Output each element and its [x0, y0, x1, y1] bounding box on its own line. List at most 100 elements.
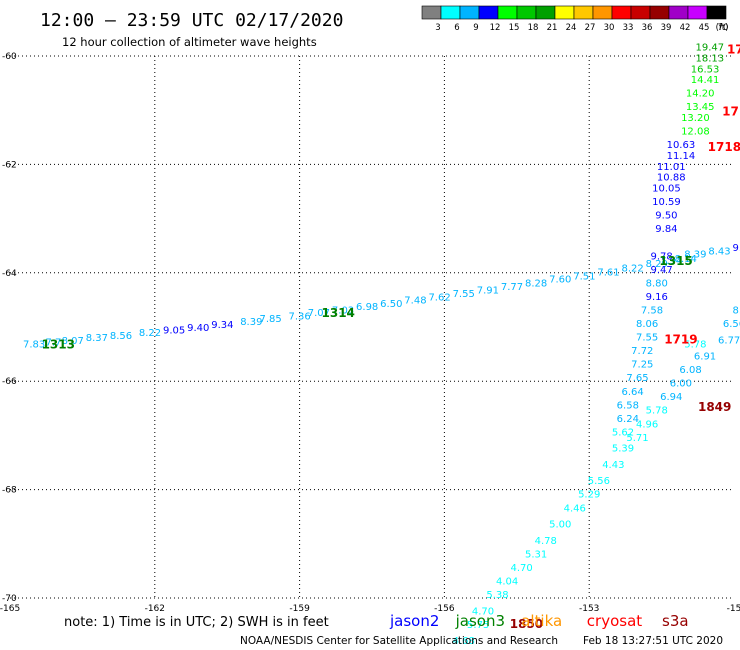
- lat-tick-label: -64: [2, 269, 17, 279]
- swh-value: 7.55: [453, 289, 475, 300]
- swh-value: 9.25: [733, 243, 740, 254]
- footer-credit: NOAA/NESDIS Center for Satellite Applica…: [240, 635, 558, 647]
- scale-swatch: [573, 5, 594, 20]
- swh-value: 9.05: [163, 326, 185, 337]
- swh-value: 7.91: [477, 285, 499, 296]
- swh-value: 7.48: [404, 296, 426, 307]
- scale-label: 36: [642, 23, 653, 33]
- swh-value: 8.30: [733, 305, 740, 316]
- satellite-cryosat: cryosat: [587, 612, 642, 630]
- lat-tick-label: -68: [2, 486, 17, 496]
- swh-value: 4.43: [602, 460, 624, 471]
- swh-value: 8.37: [86, 333, 108, 344]
- footer-note: note: 1) Time is in UTC; 2) SWH is in fe…: [64, 615, 329, 630]
- lat-tick-label: -60: [2, 52, 17, 62]
- swh-value: 9.84: [655, 224, 677, 235]
- swh-value: 8.80: [646, 278, 668, 289]
- map-title: 12:00 – 23:59 UTC 02/17/2020: [40, 10, 343, 31]
- swh-value: 8.56: [110, 331, 132, 342]
- swh-value: 7.36: [288, 311, 310, 322]
- swh-value: 8.14: [675, 254, 697, 265]
- swh-value: 7.60: [549, 275, 571, 286]
- swh-value: 7.03: [332, 305, 354, 316]
- swh-value: 8.22: [139, 328, 161, 339]
- swh-value: 13.20: [681, 113, 710, 124]
- scale-swatch: [649, 5, 670, 20]
- swh-value: 4.68: [453, 636, 475, 647]
- scale-label: 33: [623, 23, 634, 33]
- swh-value: 18.13: [696, 53, 725, 64]
- swh-value: 6.77: [718, 335, 740, 346]
- swh-value: 9.78: [650, 251, 672, 262]
- swh-value: 6.94: [660, 392, 682, 403]
- swh-value: 14.20: [686, 89, 715, 100]
- swh-value: 4.46: [564, 503, 586, 514]
- lat-tick-label: -62: [2, 160, 17, 170]
- lon-tick-label: -162: [145, 604, 165, 614]
- scale-label: 21: [547, 23, 558, 33]
- swh-value: 5.38: [486, 590, 508, 601]
- swh-value: 8.29: [646, 259, 668, 270]
- wave-height-color-scale: 3 6 9 12 15 18 21 24 27 30 33 36 39 42 45 70: [421, 5, 729, 33]
- map-subtitle: 12 hour collection of altimeter wave hei…: [62, 35, 317, 49]
- swh-value: 4.78: [535, 536, 557, 547]
- swh-value: 19.47: [696, 43, 725, 54]
- swh-value: 5.56: [588, 476, 610, 487]
- scale-swatch: [706, 5, 727, 20]
- swh-value: 7.83: [23, 340, 45, 351]
- swh-value: 7.77: [501, 282, 523, 293]
- scale-label: 9: [473, 23, 478, 33]
- pass-time-label: 1849: [698, 400, 731, 414]
- swh-value: 5.71: [626, 433, 648, 444]
- swh-value: 7.61: [597, 268, 619, 279]
- swh-value: 9.16: [646, 292, 668, 303]
- swh-value: 11.14: [667, 151, 696, 162]
- swh-value: 7.25: [631, 360, 653, 371]
- lon-tick-label: -165: [0, 604, 20, 614]
- scale-label: 70: [718, 23, 729, 33]
- swh-value: 8.43: [708, 246, 730, 257]
- scale-swatch: [668, 5, 689, 20]
- swh-value: 8.28: [525, 278, 547, 289]
- pass-time-label: 1850: [510, 617, 543, 631]
- swh-value: 14.41: [691, 75, 720, 86]
- lon-tick-label: -153: [579, 604, 599, 614]
- scale-label: 27: [585, 23, 596, 33]
- swh-value: 8.39: [684, 250, 706, 261]
- swh-value: 7.85: [260, 314, 282, 325]
- swh-value: 7.72: [631, 346, 653, 357]
- swh-value: 5.78: [684, 340, 706, 351]
- swh-value: 10.59: [652, 197, 681, 208]
- scale-unit-label: (ft): [716, 23, 729, 33]
- scale-swatch: [478, 5, 499, 20]
- lon-tick-label: -15: [727, 604, 740, 614]
- swh-value: 4.70: [472, 606, 494, 617]
- pass-time-label: 1313: [42, 338, 75, 352]
- scale-label: 24: [566, 23, 577, 33]
- swh-value: 7.51: [573, 271, 595, 282]
- swh-value: 6.58: [617, 400, 639, 411]
- swh-value: 4.04: [496, 576, 518, 587]
- swh-value: 9.47: [650, 265, 672, 276]
- swh-value: 6.64: [622, 387, 644, 398]
- swh-value: 8.06: [636, 319, 658, 330]
- swh-value: 6.24: [617, 414, 639, 425]
- swh-value: 5.39: [612, 444, 634, 455]
- swh-value: 8.07: [62, 336, 84, 347]
- scale-swatch: [440, 5, 461, 20]
- swh-value: 7.07: [308, 308, 330, 319]
- swh-value: 7.65: [626, 373, 648, 384]
- swh-value: 4.96: [636, 419, 658, 430]
- swh-value: 5.29: [578, 490, 600, 501]
- swh-value: 9.50: [655, 211, 677, 222]
- axis-tick-labels: -165 -162 -159 -156 -153 -15 -60 -62 -64 -66 -68 -7…: [0, 52, 740, 614]
- scale-swatch: [687, 5, 708, 20]
- swh-value: 8.39: [240, 317, 262, 328]
- scale-swatch: [611, 5, 632, 20]
- swh-value: 8.22: [622, 264, 644, 275]
- swh-value: 4.70: [510, 563, 532, 574]
- swh-value: 7.55: [636, 333, 658, 344]
- scale-label: 18: [528, 23, 539, 33]
